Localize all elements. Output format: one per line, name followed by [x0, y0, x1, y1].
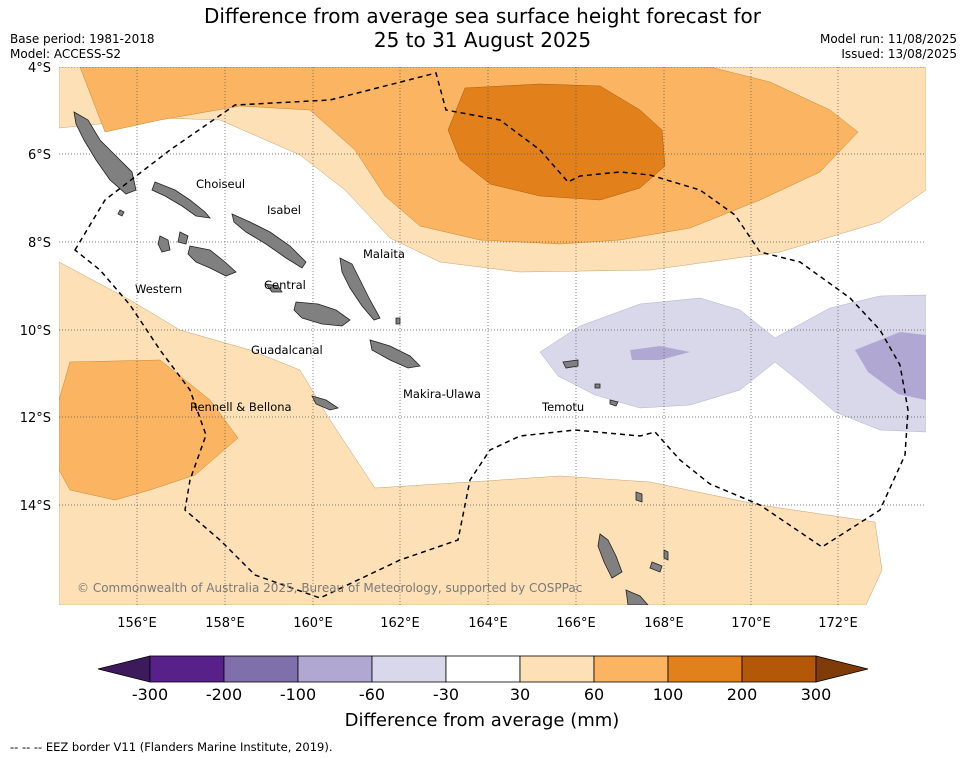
base-period: Base period: 1981-2018	[10, 32, 155, 46]
colorbar-tick-label: 100	[653, 685, 684, 704]
graticule	[59, 67, 926, 605]
colorbar-ticks: -300 -200 -100 -60 -30 30 60 100 200 300	[132, 685, 831, 704]
island-rennell	[311, 395, 339, 411]
contour-30-60-south	[59, 261, 883, 605]
label-guadalcanal: Guadalcanal	[251, 343, 323, 357]
colorbar-segment	[371, 655, 447, 683]
eez-legend-note: -- -- -- EEZ border V11 (Flanders Marine…	[10, 740, 333, 754]
model-name: Model: ACCESS-S2	[10, 47, 122, 61]
colorbar-segment	[593, 655, 669, 683]
contour-neg60-100-b	[855, 332, 926, 400]
lon-label: 160°E	[293, 616, 333, 631]
island-small-3	[395, 317, 401, 325]
model-run: Model run: 11/08/2025	[819, 32, 957, 46]
island-guadalcanal	[293, 301, 351, 327]
lon-label: 158°E	[205, 616, 245, 631]
island-vella	[157, 235, 171, 253]
island-choiseul	[151, 181, 211, 219]
contour-neg30-60	[539, 294, 926, 433]
eez-border	[74, 72, 909, 599]
colorbar-tick-label: 200	[727, 685, 758, 704]
lon-label: 162°E	[380, 616, 420, 631]
island-temotu-a	[562, 359, 579, 369]
lat-label: 4°S	[28, 61, 51, 76]
issued-date: Issued: 13/08/2025	[841, 47, 957, 61]
island-vanuatu-e	[663, 549, 669, 561]
label-makira-ulawa: Makira-Ulawa	[403, 387, 481, 401]
longitude-axis: 156°E 158°E 160°E 162°E 164°E 166°E 168°…	[117, 616, 858, 631]
island-vanuatu-c	[635, 491, 643, 503]
title-line-1: Difference from average sea surface heig…	[203, 4, 762, 28]
colorbar-segment	[445, 655, 521, 683]
lon-label: 170°E	[731, 616, 771, 631]
island-malaita	[339, 257, 381, 321]
island-isabel	[231, 213, 307, 269]
contour-neg60-100-a	[630, 346, 690, 360]
colorbar-segment	[519, 655, 595, 683]
island-temotu-b	[594, 383, 601, 389]
lat-label: 8°S	[28, 236, 51, 251]
island-vanuatu-b	[625, 589, 649, 605]
island-central	[265, 283, 283, 293]
contour-60-100-south	[59, 359, 239, 501]
label-western: Western	[135, 282, 182, 296]
island-bougainville	[73, 111, 137, 195]
contour-100-200	[447, 83, 666, 201]
label-temotu: Temotu	[541, 400, 584, 414]
lat-label: 14°S	[20, 499, 51, 514]
colorbar-segment	[667, 655, 743, 683]
island-small-2	[609, 399, 619, 407]
lon-label: 156°E	[117, 616, 157, 631]
label-isabel: Isabel	[267, 203, 301, 217]
land	[73, 111, 669, 605]
label-malaita: Malaita	[363, 247, 405, 261]
label-choiseul: Choiseul	[196, 177, 245, 191]
colorbar-segment	[297, 655, 373, 683]
colorbar-tick-label: -30	[433, 685, 459, 704]
colorbar-segment	[149, 655, 225, 683]
island-new-georgia	[187, 245, 237, 277]
model-info: Base period: 1981-2018 Model: ACCESS-S2	[10, 32, 155, 62]
island-makira	[369, 339, 421, 369]
latitude-axis: 4°S 6°S 8°S 10°S 12°S 14°S	[20, 61, 51, 514]
lon-label: 168°E	[644, 616, 684, 631]
colorbar-segment	[741, 655, 817, 683]
map-area: Choiseul Isabel Malaita Western Central …	[59, 67, 926, 605]
lon-label: 164°E	[468, 616, 508, 631]
label-rennell-bellona: Rennell & Bellona	[190, 400, 292, 414]
lat-label: 12°S	[20, 411, 51, 426]
island-small-1	[117, 209, 125, 217]
colorbar-arrow-high	[815, 655, 869, 683]
colorbar-tick-label: -60	[359, 685, 385, 704]
island-vanuatu-a	[597, 533, 623, 579]
colorbar-label: Difference from average (mm)	[345, 710, 620, 731]
island-vanuatu-d	[649, 561, 663, 573]
title-line-2: 25 to 31 August 2025	[373, 28, 592, 52]
colorbar-tick-label: 30	[510, 685, 530, 704]
colorbar-tick-label: -200	[206, 685, 242, 704]
lon-label: 172°E	[818, 616, 858, 631]
label-central: Central	[264, 278, 306, 292]
colorbar-tick-label: 300	[801, 685, 832, 704]
colorbar	[97, 655, 869, 683]
lat-label: 6°S	[28, 148, 51, 163]
copyright-credit: © Commonwealth of Australia 2025, Bureau…	[77, 581, 582, 595]
colorbar-tick-label: 60	[584, 685, 604, 704]
island-kolombangara	[177, 231, 189, 245]
map-title: Difference from average sea surface heig…	[0, 4, 965, 52]
colorbar-tick-label: -100	[280, 685, 316, 704]
lat-label: 10°S	[20, 324, 51, 339]
colorbar-segment	[223, 655, 299, 683]
run-info: Model run: 11/08/2025 Issued: 13/08/2025	[820, 32, 957, 62]
lon-label: 166°E	[556, 616, 596, 631]
colorbar-arrow-low	[97, 655, 151, 683]
colorbar-tick-label: -300	[132, 685, 168, 704]
